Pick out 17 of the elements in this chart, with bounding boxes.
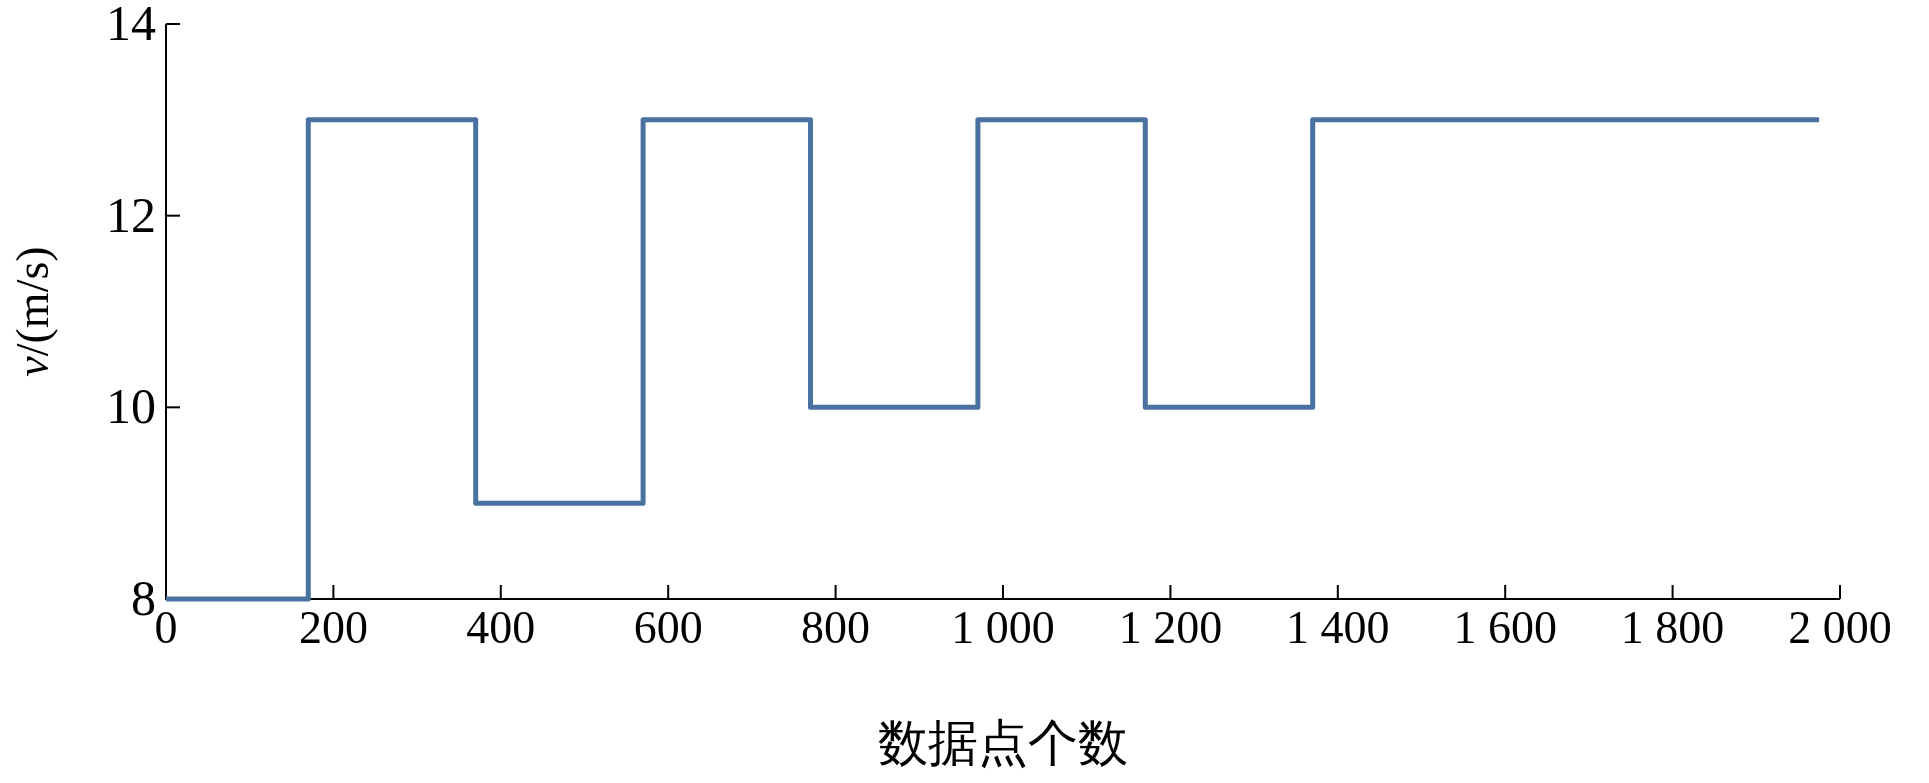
x-tick-label: 400: [466, 602, 536, 653]
y-tick-label: 14: [106, 0, 156, 51]
x-tick-label: 1 200: [1118, 602, 1223, 653]
x-axis-title: 数据点个数: [878, 715, 1128, 771]
x-tick-label: 800: [801, 602, 871, 653]
x-tick-label: 600: [633, 602, 703, 653]
y-tick-label: 12: [106, 186, 156, 243]
x-tick-label: 0: [154, 602, 178, 653]
x-tick-label: 1 600: [1453, 602, 1557, 653]
x-tick-label: 1 000: [951, 602, 1055, 653]
y-tick-label: 8: [131, 570, 156, 626]
x-tick-label: 1 800: [1620, 602, 1725, 653]
y-tick-label: 10: [106, 378, 156, 435]
y-axis-title: v/(m/s): [7, 246, 58, 377]
x-tick-label: 1 400: [1286, 602, 1390, 653]
x-tick-label: 2 000: [1788, 602, 1892, 653]
x-tick-label: 200: [298, 602, 368, 653]
